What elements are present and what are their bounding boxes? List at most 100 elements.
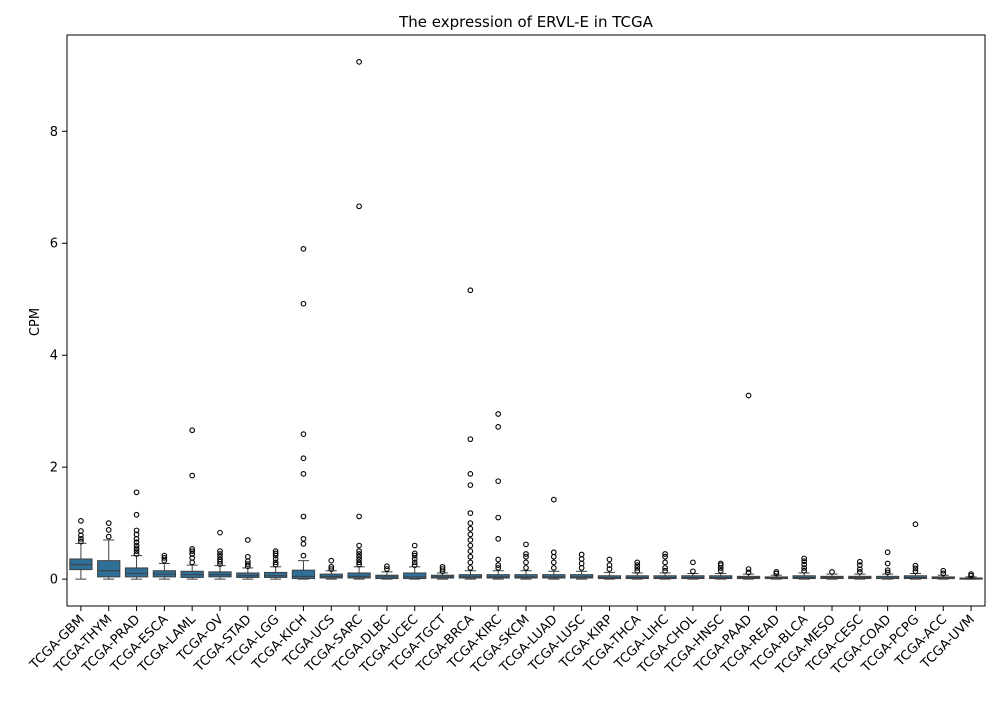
outlier-point bbox=[217, 548, 223, 554]
outlier-point bbox=[411, 559, 418, 566]
outlier-point bbox=[217, 556, 223, 563]
box-iqr bbox=[236, 572, 260, 578]
outlier-point bbox=[467, 542, 474, 549]
outlier-point bbox=[133, 535, 140, 542]
outlier-point bbox=[550, 565, 557, 571]
outlier-point bbox=[244, 537, 251, 543]
box-group bbox=[264, 548, 288, 580]
box-group bbox=[903, 521, 928, 580]
outlier-point bbox=[133, 531, 140, 538]
outlier-point bbox=[717, 567, 724, 574]
outlier-point bbox=[467, 287, 474, 294]
box-group bbox=[291, 245, 316, 580]
outlier-point bbox=[189, 472, 196, 479]
box-group bbox=[180, 427, 204, 580]
box-group bbox=[542, 496, 566, 580]
outlier-point bbox=[578, 560, 585, 567]
outlier-point bbox=[467, 531, 474, 538]
outlier-point bbox=[105, 527, 112, 533]
outlier-point bbox=[467, 482, 474, 488]
box-group bbox=[570, 551, 594, 580]
outlier-point bbox=[634, 559, 641, 566]
outlier-point bbox=[356, 542, 362, 549]
y-tick-label: 0 bbox=[50, 573, 58, 588]
outlier-point bbox=[133, 545, 140, 552]
outlier-point bbox=[300, 471, 307, 477]
box-iqr bbox=[570, 574, 594, 579]
box-group bbox=[375, 563, 399, 580]
outlier-point bbox=[467, 436, 474, 443]
outlier-point bbox=[662, 565, 668, 571]
y-axis-label: CPM bbox=[28, 308, 43, 336]
box-group bbox=[848, 558, 872, 580]
outlier-point bbox=[745, 392, 752, 399]
outlier-point bbox=[467, 559, 474, 566]
outlier-point bbox=[856, 569, 863, 575]
outlier-point bbox=[467, 510, 474, 516]
outlier-point bbox=[495, 565, 502, 571]
outlier-point bbox=[356, 203, 362, 210]
outlier-point bbox=[189, 555, 196, 561]
box-group bbox=[458, 287, 482, 580]
outlier-point bbox=[467, 553, 474, 560]
outlier-point bbox=[550, 553, 557, 560]
outlier-point bbox=[884, 549, 891, 556]
outlier-point bbox=[384, 566, 390, 572]
box-iqr bbox=[486, 574, 510, 579]
outlier-point bbox=[133, 527, 140, 534]
outlier-point bbox=[411, 556, 418, 562]
box-group bbox=[931, 567, 955, 580]
box-group bbox=[959, 571, 983, 580]
box-group bbox=[319, 557, 343, 580]
box-iqr bbox=[542, 574, 566, 579]
box-group bbox=[709, 560, 733, 580]
y-tick-label: 2 bbox=[50, 461, 58, 476]
outlier-point bbox=[300, 245, 307, 252]
outlier-point bbox=[356, 556, 362, 563]
outlier-point bbox=[161, 555, 168, 561]
outlier-point bbox=[578, 565, 585, 571]
outlier-point bbox=[912, 562, 919, 569]
box-group bbox=[764, 569, 788, 580]
outlier-point bbox=[356, 559, 362, 566]
outlier-point bbox=[300, 541, 307, 547]
outlier-point bbox=[495, 562, 502, 568]
outlier-point bbox=[189, 427, 196, 434]
box-group bbox=[625, 559, 649, 580]
outlier-point bbox=[662, 559, 668, 566]
outlier-point bbox=[411, 552, 418, 559]
box-iqr bbox=[97, 560, 121, 578]
box-group bbox=[486, 411, 510, 580]
outlier-point bbox=[550, 496, 557, 503]
outlier-point bbox=[801, 558, 808, 565]
outlier-point bbox=[884, 569, 891, 576]
outlier-point bbox=[300, 552, 307, 559]
box-group bbox=[876, 549, 900, 580]
outlier-point bbox=[78, 528, 84, 534]
outlier-point bbox=[912, 521, 919, 528]
outlier-point bbox=[217, 529, 223, 536]
outlier-point bbox=[384, 563, 390, 570]
outlier-point bbox=[272, 548, 279, 554]
outlier-point bbox=[801, 555, 808, 562]
outlier-point bbox=[300, 300, 307, 307]
box-iqr bbox=[347, 572, 371, 579]
outlier-point bbox=[356, 553, 362, 560]
box-iqr bbox=[876, 575, 900, 580]
outlier-point bbox=[133, 542, 140, 549]
outlier-point bbox=[606, 566, 613, 572]
outlier-point bbox=[495, 424, 502, 430]
box-group bbox=[69, 518, 93, 580]
outlier-point bbox=[634, 567, 641, 574]
box-group bbox=[597, 556, 622, 580]
outlier-point bbox=[133, 489, 140, 496]
outlier-point bbox=[467, 471, 474, 477]
outlier-point bbox=[105, 520, 112, 526]
outlier-point bbox=[300, 513, 307, 520]
outlier-point bbox=[940, 567, 947, 574]
outlier-point bbox=[884, 567, 891, 574]
outlier-point bbox=[272, 559, 279, 566]
outlier-point bbox=[356, 513, 362, 520]
outlier-point bbox=[662, 567, 668, 574]
